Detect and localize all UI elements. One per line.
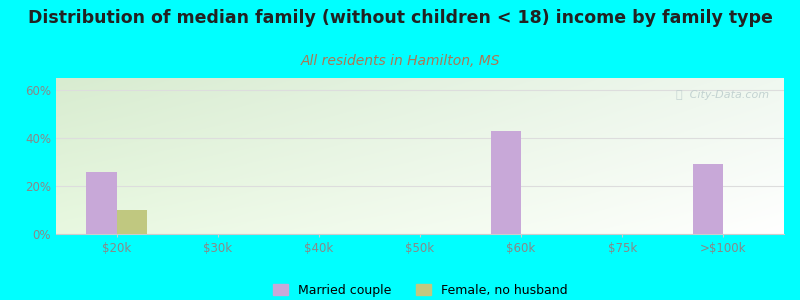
Text: ⓘ  City-Data.com: ⓘ City-Data.com — [676, 91, 770, 100]
Bar — [693, 164, 723, 234]
Legend: Married couple, Female, no husband: Married couple, Female, no husband — [273, 284, 567, 297]
Bar — [86, 172, 117, 234]
Text: All residents in Hamilton, MS: All residents in Hamilton, MS — [300, 54, 500, 68]
Bar — [490, 131, 521, 234]
Text: Distribution of median family (without children < 18) income by family type: Distribution of median family (without c… — [27, 9, 773, 27]
Bar — [117, 210, 147, 234]
